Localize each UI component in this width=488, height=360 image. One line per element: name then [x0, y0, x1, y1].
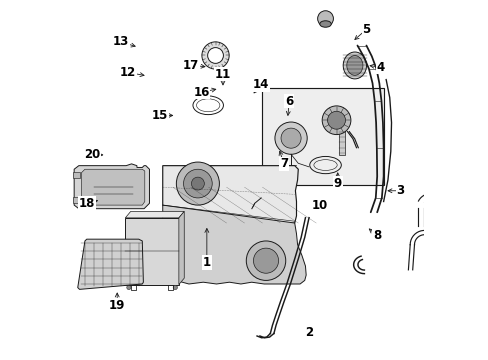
Circle shape — [183, 169, 212, 198]
Circle shape — [176, 162, 219, 205]
Text: 17: 17 — [182, 59, 199, 72]
Polygon shape — [163, 205, 305, 284]
Circle shape — [253, 248, 278, 273]
Text: 12: 12 — [120, 66, 136, 79]
Ellipse shape — [346, 55, 362, 75]
Polygon shape — [74, 164, 149, 209]
Circle shape — [281, 128, 301, 148]
Text: 10: 10 — [311, 199, 327, 212]
Text: 5: 5 — [362, 23, 370, 36]
Text: 16: 16 — [193, 86, 209, 99]
Bar — [261, 88, 384, 185]
Circle shape — [246, 241, 285, 280]
Polygon shape — [81, 169, 144, 205]
Bar — [125, 218, 179, 285]
Circle shape — [261, 190, 276, 206]
Text: 1: 1 — [203, 256, 210, 269]
Text: 20: 20 — [84, 148, 100, 161]
Text: 3: 3 — [396, 184, 404, 197]
Text: 4: 4 — [376, 60, 384, 73]
Text: 18: 18 — [79, 197, 95, 210]
Circle shape — [322, 106, 350, 135]
Circle shape — [207, 48, 223, 63]
Circle shape — [126, 285, 131, 289]
Polygon shape — [163, 166, 298, 226]
Circle shape — [191, 177, 204, 190]
Text: 6: 6 — [285, 95, 293, 108]
Circle shape — [327, 111, 345, 129]
Circle shape — [317, 11, 333, 27]
Bar — [73, 172, 80, 178]
Ellipse shape — [319, 21, 330, 27]
Text: 2: 2 — [305, 326, 312, 339]
Polygon shape — [125, 211, 184, 218]
Text: 11: 11 — [214, 68, 231, 81]
Text: 7: 7 — [279, 157, 287, 170]
Circle shape — [173, 285, 177, 289]
Polygon shape — [179, 211, 184, 285]
Polygon shape — [78, 239, 143, 289]
Text: 14: 14 — [252, 78, 268, 91]
Circle shape — [202, 42, 229, 69]
Text: 8: 8 — [372, 229, 381, 242]
Text: 19: 19 — [109, 299, 125, 312]
Bar — [73, 197, 80, 203]
Text: 15: 15 — [152, 109, 168, 122]
Circle shape — [274, 122, 306, 154]
Bar — [338, 128, 345, 155]
Text: 9: 9 — [333, 177, 341, 190]
Text: 13: 13 — [112, 35, 129, 49]
Ellipse shape — [343, 52, 366, 79]
Circle shape — [264, 194, 273, 202]
